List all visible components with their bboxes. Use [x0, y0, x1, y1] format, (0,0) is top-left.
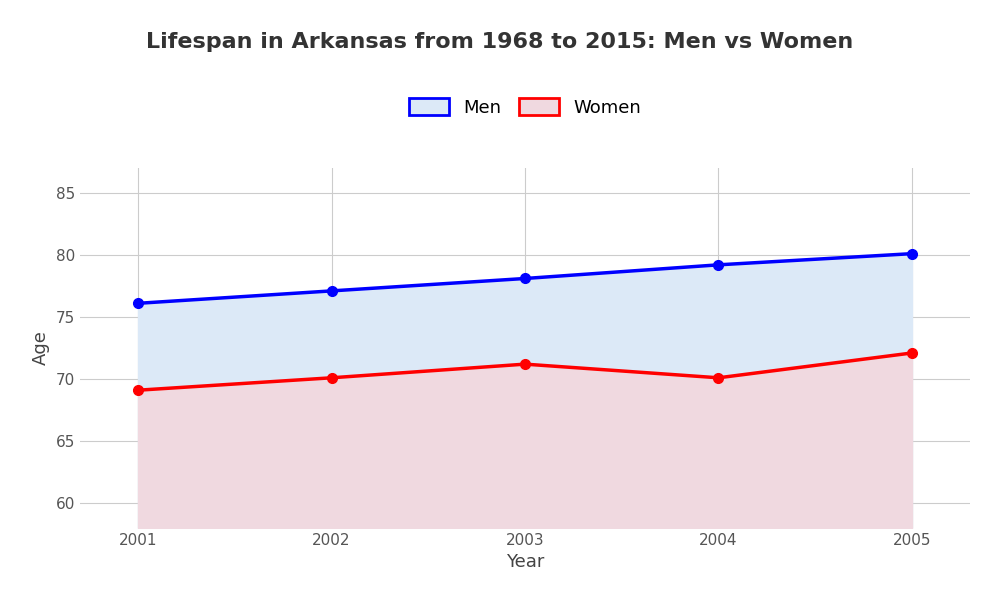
X-axis label: Year: Year — [506, 553, 544, 571]
Y-axis label: Age: Age — [32, 331, 50, 365]
Legend: Men, Women: Men, Women — [409, 98, 641, 116]
Text: Lifespan in Arkansas from 1968 to 2015: Men vs Women: Lifespan in Arkansas from 1968 to 2015: … — [146, 32, 854, 52]
